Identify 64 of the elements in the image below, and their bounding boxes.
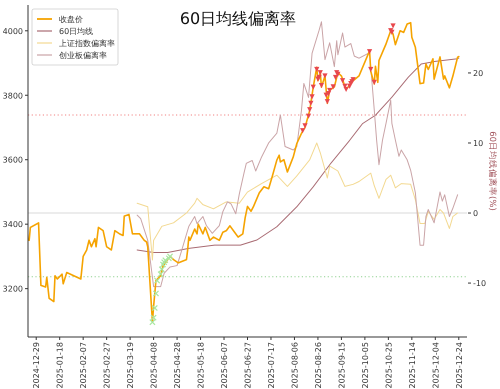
x-tick-label: 2025-11-14 — [408, 342, 417, 388]
x-tick-label: 2025-04-28 — [173, 342, 182, 388]
x-tick-label: 2025-04-08 — [150, 342, 159, 388]
point — [300, 128, 306, 134]
x-tick-label: 2025-05-18 — [196, 342, 206, 388]
x-tick-label: 2025-01-18 — [56, 342, 65, 388]
point — [366, 49, 372, 54]
point — [160, 261, 166, 268]
y2-axis-title: 60日均线偏离率(%) — [487, 131, 498, 211]
x-tick-label: 2025-12-24 — [454, 342, 464, 388]
point — [308, 100, 314, 106]
point — [322, 73, 328, 79]
x-tick-label: 2025-06-27 — [244, 342, 252, 388]
y2-tick-label: 20 — [473, 68, 484, 78]
x-tick-label: 2025-03-19 — [126, 342, 136, 388]
y-tick-label: 3800 — [2, 91, 23, 100]
point — [344, 86, 349, 92]
point — [157, 270, 164, 278]
chart-title: 60日均线偏离率 — [180, 9, 296, 28]
point — [302, 123, 308, 128]
point — [309, 94, 315, 100]
x-tick-label: 2025-10-25 — [384, 342, 394, 388]
point — [152, 290, 160, 297]
x-tick-label: 2025-09-15 — [337, 342, 346, 388]
point — [152, 304, 158, 312]
point — [158, 266, 166, 273]
point — [340, 78, 346, 84]
y-tick-label: 3600 — [2, 156, 23, 165]
x-tick-label: 2025-07-17 — [266, 342, 276, 388]
x-tick-label: 2025-06-07 — [220, 342, 230, 388]
point — [307, 107, 312, 112]
x-tick-label: 2025-10-05 — [360, 342, 370, 388]
point — [154, 277, 160, 284]
point — [324, 99, 330, 104]
x-tick-label: 2025-08-06 — [290, 342, 300, 388]
y-tick-label: 4000 — [2, 26, 23, 36]
legend-label: 收盘价 — [59, 15, 83, 24]
legend-label: 上证指数偏离率 — [59, 39, 115, 48]
x-tick-label: 2025-12-04 — [431, 342, 440, 388]
legend-label: 60日均线 — [59, 27, 94, 36]
y-tick-label: 3400 — [2, 220, 23, 230]
point — [372, 80, 377, 85]
point — [368, 66, 374, 72]
y-tick-label: 3200 — [2, 284, 23, 294]
point — [310, 84, 316, 90]
point — [318, 70, 323, 76]
x-tick-label: 2025-08-26 — [314, 342, 323, 388]
y2-tick-label: 10 — [473, 138, 484, 148]
point — [166, 255, 172, 262]
point — [306, 114, 312, 119]
point — [318, 82, 324, 88]
y2-tick-label: -10 — [473, 279, 486, 288]
line-series — [136, 58, 460, 254]
point — [149, 318, 156, 326]
x-tick-label: 2025-02-07 — [79, 342, 88, 388]
legend-label: 创业板偏离率 — [59, 51, 107, 60]
point — [314, 66, 320, 72]
x-tick-label: 2024-12-29 — [32, 342, 42, 388]
x-tick-label: 2025-02-27 — [102, 342, 112, 388]
point — [150, 314, 157, 321]
y2-tick-label: 0 — [473, 209, 478, 218]
point — [330, 84, 336, 90]
point — [390, 23, 396, 29]
line-series — [136, 142, 458, 260]
